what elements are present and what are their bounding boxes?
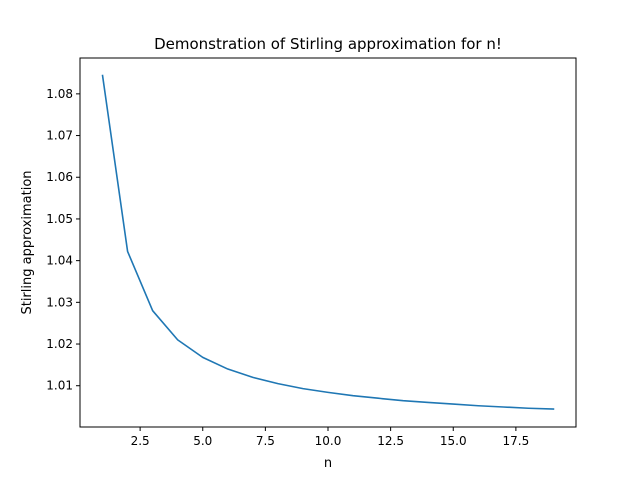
y-tick-label: 1.01 (46, 379, 73, 393)
x-tick-label: 10.0 (315, 434, 342, 448)
y-tick-label: 1.02 (46, 337, 73, 351)
x-tick-label: 12.5 (377, 434, 404, 448)
x-tick-label: 7.5 (256, 434, 275, 448)
axes-frame (79, 57, 577, 428)
y-axis-label: Stirling approximation (20, 170, 35, 314)
x-tick-label: 15.0 (440, 434, 467, 448)
y-tick-label: 1.08 (46, 87, 73, 101)
y-tick-label: 1.06 (46, 170, 73, 184)
series-line (101, 74, 555, 410)
x-tick-label: 2.5 (131, 434, 150, 448)
y-tick-label: 1.03 (46, 295, 73, 309)
y-tick-label: 1.05 (46, 212, 73, 226)
x-tick-label: 17.5 (503, 434, 530, 448)
chart-title: Demonstration of Stirling approximation … (154, 35, 502, 53)
x-tick-label: 5.0 (193, 434, 212, 448)
x-axis-label: n (324, 456, 332, 471)
y-tick-label: 1.04 (46, 254, 73, 268)
y-tick-label: 1.07 (46, 129, 73, 143)
plot-area (101, 74, 555, 410)
